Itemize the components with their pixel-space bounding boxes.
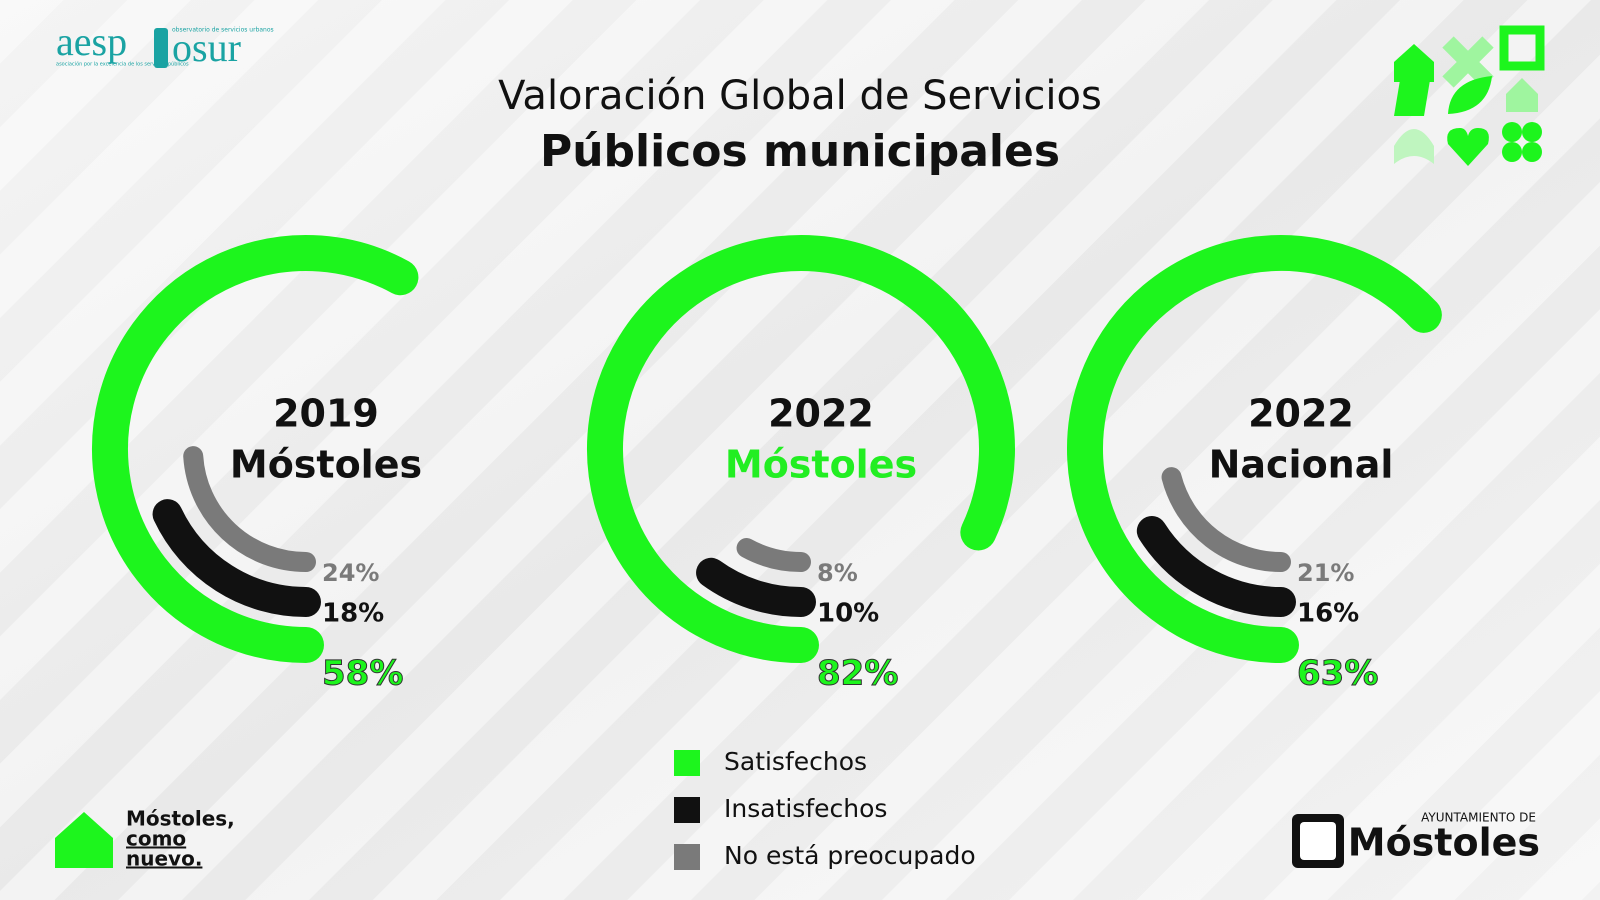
panel-year: 2022: [768, 392, 874, 436]
radial-panel: 82% 10% 8% 2022 Móstoles: [587, 235, 1015, 694]
panel-place: Nacional: [1209, 443, 1394, 487]
legend-swatch: [674, 844, 700, 870]
arc-bar: [92, 235, 419, 663]
icon: [1502, 122, 1542, 162]
council-logo: AYUNTAMIENTO DE Móstoles: [1292, 811, 1540, 868]
logo-text: aesp: [56, 19, 127, 64]
icon: [1448, 76, 1492, 114]
radial-panel: 58% 18% 24% 2019 Móstoles: [92, 235, 422, 694]
arc-bar: [587, 235, 1015, 663]
icon: [1499, 25, 1545, 71]
arc-bar: [1161, 467, 1291, 572]
value-label: 82%: [817, 654, 898, 694]
arc-bar: [696, 557, 816, 617]
panel-year: 2022: [1248, 392, 1354, 436]
slogan-logo: Móstoles, como nuevo.: [55, 807, 235, 871]
charts: 58% 18% 24% 2019 Móstoles 82% 10% 8% 2022 Móstole…: [92, 235, 1442, 694]
legend: Satisfechos Insatisfechos No está preocupa…: [674, 747, 976, 870]
icon: [1447, 128, 1489, 166]
arc-bar: [1067, 235, 1442, 663]
value-label: 16%: [1297, 599, 1359, 629]
arc-bar: [736, 538, 811, 572]
legend-label: Insatisfechos: [724, 794, 887, 823]
value-label: 63%: [1297, 654, 1378, 694]
icon: [1394, 129, 1434, 164]
panel-place: Móstoles: [725, 443, 917, 487]
logo-tagline: observatorio de servicios urbanos: [172, 27, 274, 34]
slogan-text: como: [126, 827, 186, 851]
value-label: 21%: [1297, 559, 1354, 587]
aesp-logo: aesp osur observatorio de servicios urba…: [56, 19, 274, 70]
panel-year: 2019: [273, 392, 379, 436]
radial-panel: 63% 16% 21% 2022 Nacional: [1067, 235, 1442, 694]
arc-bar: [152, 499, 321, 617]
icon: [1442, 36, 1494, 88]
value-label: 24%: [322, 559, 379, 587]
icon: [1506, 78, 1538, 112]
value-label: 58%: [322, 654, 403, 694]
council-name: Móstoles: [1348, 821, 1540, 865]
council-shield-inner: [1300, 822, 1336, 860]
icon-grid: [1394, 25, 1545, 166]
panel-place: Móstoles: [230, 443, 422, 487]
chart-subtitle: Públicos municipales: [540, 126, 1060, 177]
value-label: 8%: [817, 559, 858, 587]
legend-label: Satisfechos: [724, 747, 867, 776]
logo-text: osur: [172, 25, 241, 70]
icon: [1394, 80, 1430, 116]
chart-title: Valoración Global de Servicios: [498, 73, 1102, 119]
slogan-text: nuevo.: [126, 847, 202, 871]
slogan-text: Móstoles,: [126, 807, 235, 831]
legend-swatch: [674, 797, 700, 823]
slogan-house: [55, 812, 113, 868]
value-label: 10%: [817, 599, 879, 629]
logo-tower: [154, 28, 168, 68]
logo-tagline: asociación por la excelencia de los serv…: [56, 61, 189, 68]
value-label: 18%: [322, 599, 384, 629]
legend-label: No está preocupado: [724, 841, 976, 870]
legend-swatch: [674, 750, 700, 776]
arc-bar: [1136, 515, 1296, 617]
arc-bar: [183, 446, 316, 572]
council-top: AYUNTAMIENTO DE: [1421, 811, 1536, 825]
icon: [1394, 44, 1434, 82]
